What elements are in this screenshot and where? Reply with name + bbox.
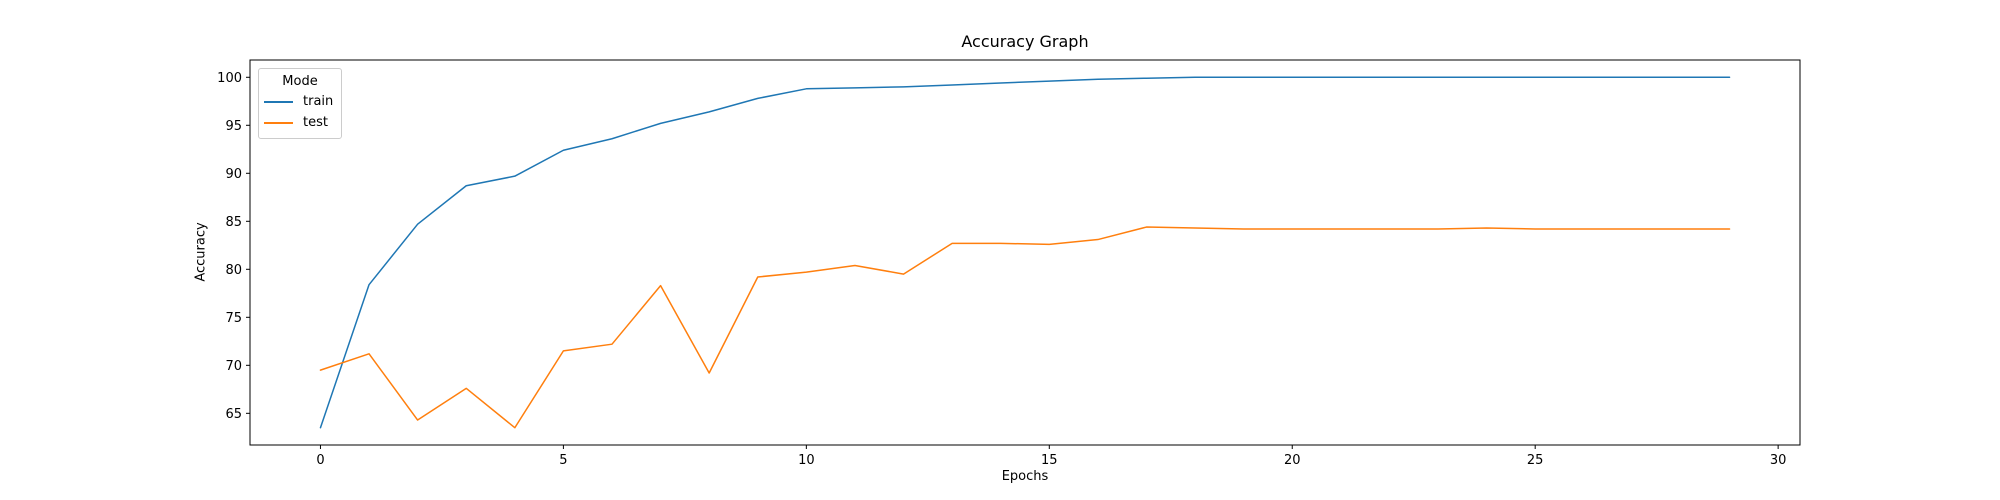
y-tick-label: 70 [225, 359, 242, 374]
y-tick-label: 90 [225, 167, 242, 182]
legend-title: Mode [282, 74, 318, 89]
legend-item-label: test [303, 115, 328, 130]
y-tick-label: 85 [225, 215, 242, 230]
legend-item-test: test [259, 112, 341, 133]
x-tick-label: 25 [1527, 453, 1544, 468]
y-tick-label: 80 [225, 263, 242, 278]
x-tick-label: 0 [316, 453, 324, 468]
train-line-swatch [264, 100, 293, 103]
legend: Mode train test [258, 68, 342, 139]
legend-item-train: train [259, 91, 341, 112]
x-tick-label: 10 [798, 453, 815, 468]
y-tick-label: 65 [225, 407, 242, 422]
legend-item-label: train [303, 94, 334, 109]
x-tick-label: 15 [1041, 453, 1058, 468]
x-tick-label: 30 [1770, 453, 1787, 468]
test-line [319, 226, 1731, 429]
y-tick-label: 95 [225, 119, 242, 134]
axes-spines [249, 59, 1801, 446]
x-tick-label: 5 [559, 453, 567, 468]
chart-title: Accuracy Graph [961, 32, 1089, 51]
x-axis-label: Epochs [1001, 469, 1049, 484]
train-line [319, 76, 1731, 429]
y-axis-label: Accuracy [193, 222, 209, 282]
x-tick-label: 20 [1284, 453, 1301, 468]
y-tick-label: 75 [225, 311, 242, 326]
test-line-swatch [264, 121, 293, 124]
y-tick-label: 100 [217, 71, 242, 86]
